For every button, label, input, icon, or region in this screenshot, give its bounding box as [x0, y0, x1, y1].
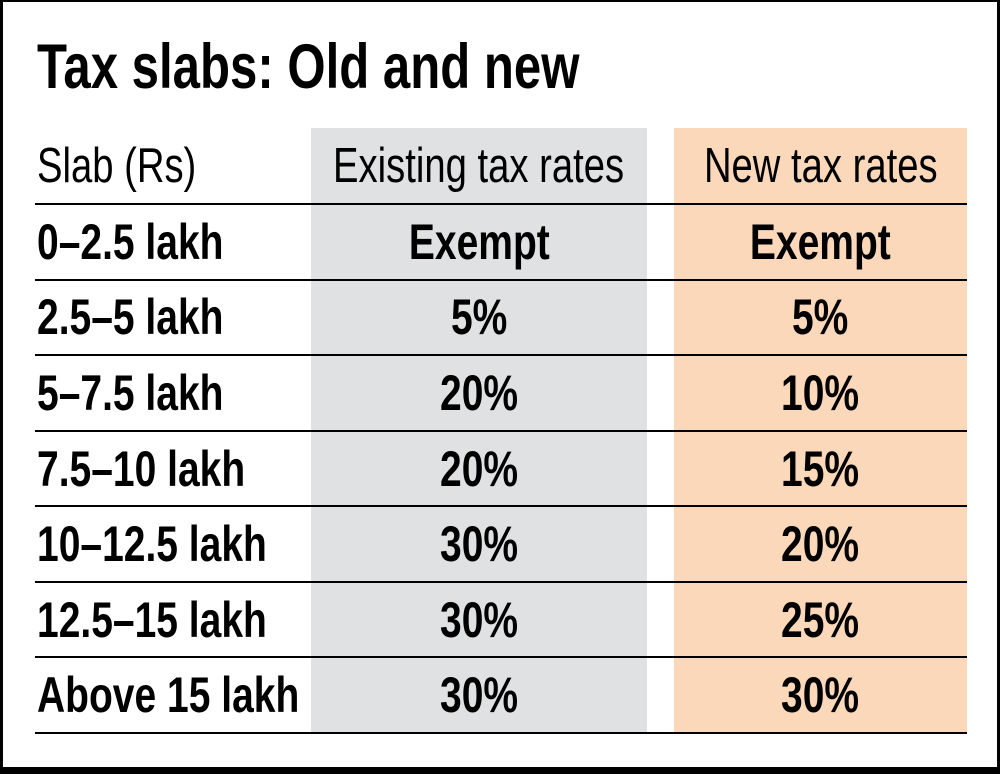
- table-row: 0–2.5 lakh Exempt Exempt: [35, 203, 967, 279]
- slab-cell: 2.5–5 lakh: [35, 281, 311, 355]
- new-rate-cell: 25%: [674, 582, 967, 657]
- existing-rate-value: 20%: [439, 440, 519, 497]
- column-gap: [647, 583, 674, 657]
- new-rate-value: 10%: [781, 364, 860, 421]
- table-row: 12.5–15 lakh 30% 25%: [35, 580, 967, 657]
- existing-rate-value: 20%: [439, 364, 519, 421]
- column-gap: [647, 281, 674, 355]
- page-title: Tax slabs: Old and new: [37, 32, 580, 102]
- slab-cell: Above 15 lakh: [35, 658, 311, 732]
- existing-rate-cell: Exempt: [311, 205, 647, 279]
- column-gap: [647, 432, 674, 506]
- table-header-row: Slab (Rs) Existing tax rates New tax rat…: [35, 128, 967, 203]
- slab-cell: 5–7.5 lakh: [35, 356, 311, 430]
- existing-rate-value: 5%: [450, 289, 508, 346]
- page-title-wrap: Tax slabs: Old and new: [37, 36, 733, 99]
- slab-label: 5–7.5 lakh: [37, 364, 224, 421]
- new-rate-cell: 20%: [674, 507, 967, 581]
- new-rate-value: Exempt: [750, 213, 891, 270]
- new-rate-value: 20%: [781, 516, 860, 573]
- new-rate-value: 25%: [781, 591, 860, 648]
- column-header-existing: Existing tax rates: [311, 128, 647, 203]
- tax-table: Slab (Rs) Existing tax rates New tax rat…: [35, 128, 967, 734]
- column-header-slab: Slab (Rs): [35, 128, 311, 203]
- existing-rate-cell: 20%: [311, 431, 647, 506]
- new-rate-cell: 5%: [674, 280, 967, 355]
- existing-rate-value: Exempt: [408, 213, 550, 270]
- table-row: 2.5–5 lakh 5% 5%: [35, 278, 967, 355]
- existing-rate-cell: 30%: [311, 658, 647, 733]
- table-row: 10–12.5 lakh 30% 20%: [35, 505, 967, 581]
- column-gap: [647, 658, 674, 732]
- table-row: 7.5–10 lakh 20% 15%: [35, 429, 967, 506]
- slab-cell: 0–2.5 lakh: [35, 205, 311, 279]
- existing-rate-cell: 20%: [311, 356, 647, 430]
- existing-rate-value: 30%: [439, 591, 519, 648]
- slab-cell: 12.5–15 lakh: [35, 583, 311, 657]
- column-gap: [647, 128, 674, 203]
- table-row: Above 15 lakh 30% 30%: [35, 656, 967, 733]
- column-gap: [647, 356, 674, 430]
- column-gap: [647, 205, 674, 279]
- existing-rate-value: 30%: [439, 667, 519, 724]
- existing-rate-cell: 30%: [311, 507, 647, 581]
- slab-label: 10–12.5 lakh: [37, 516, 267, 573]
- slab-cell: 10–12.5 lakh: [35, 507, 311, 581]
- slab-label: Above 15 lakh: [37, 667, 300, 724]
- new-rate-cell: 15%: [674, 431, 967, 506]
- new-rate-value: 5%: [792, 289, 849, 346]
- slab-cell: 7.5–10 lakh: [35, 432, 311, 506]
- slab-label: 12.5–15 lakh: [37, 591, 267, 648]
- new-rate-cell: 30%: [674, 658, 967, 733]
- column-gap: [647, 507, 674, 581]
- new-rate-value: 15%: [781, 440, 860, 497]
- column-header-slab-label: Slab (Rs): [37, 138, 197, 193]
- slab-label: 0–2.5 lakh: [37, 213, 224, 270]
- column-header-new-label: New tax rates: [703, 138, 938, 193]
- new-rate-value: 30%: [781, 667, 860, 724]
- column-header-existing-label: Existing tax rates: [333, 138, 625, 193]
- column-header-new: New tax rates: [674, 128, 967, 203]
- new-rate-cell: Exempt: [674, 205, 967, 279]
- existing-rate-cell: 30%: [311, 582, 647, 657]
- existing-rate-value: 30%: [439, 516, 519, 573]
- slab-label: 2.5–5 lakh: [37, 289, 224, 346]
- slab-label: 7.5–10 lakh: [37, 440, 246, 497]
- new-rate-cell: 10%: [674, 356, 967, 430]
- existing-rate-cell: 5%: [311, 280, 647, 355]
- table-row: 5–7.5 lakh 20% 10%: [35, 354, 967, 430]
